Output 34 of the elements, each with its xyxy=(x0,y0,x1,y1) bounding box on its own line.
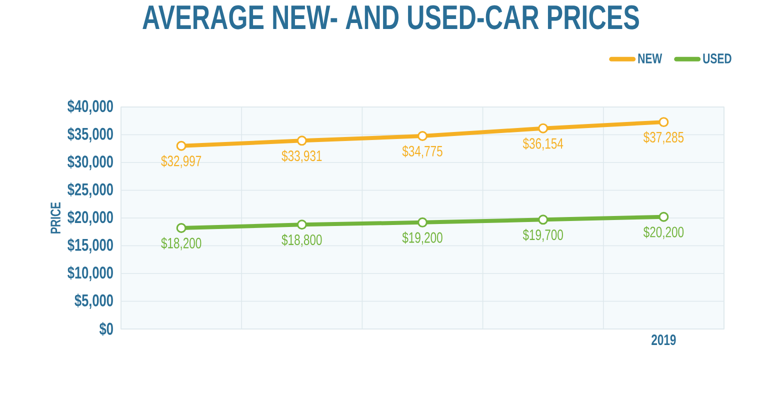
point xyxy=(176,140,186,151)
y-tick-label: $0 xyxy=(99,322,113,336)
point xyxy=(658,212,669,222)
point xyxy=(538,123,548,134)
chart-title: AVERAGE NEW- AND USED-CAR PRICES xyxy=(142,5,639,30)
data-label: $20,200 xyxy=(643,226,684,240)
data-label: $19,200 xyxy=(402,232,442,245)
y-tick-label: $15,000 xyxy=(68,238,113,254)
y-tick-label: $40,000 xyxy=(68,99,113,115)
legend-label: USED xyxy=(703,54,732,64)
point xyxy=(418,130,428,141)
y-axis-title: PRICE xyxy=(50,202,61,234)
y-tick-label: $5,000 xyxy=(74,294,113,309)
data-label: $18,800 xyxy=(282,234,322,247)
point xyxy=(176,222,186,233)
y-tick-label: $35,000 xyxy=(68,127,113,142)
y-tick-label: $25,000 xyxy=(68,182,113,198)
point xyxy=(296,220,307,230)
y-tick-label: $30,000 xyxy=(68,154,113,170)
data-label: $18,200 xyxy=(161,237,202,250)
data-label: $34,775 xyxy=(402,145,442,158)
data-label: $37,285 xyxy=(643,131,684,144)
point xyxy=(296,136,307,146)
point xyxy=(418,217,428,228)
x-tick-label: 2019 xyxy=(652,334,676,346)
data-label: $19,700 xyxy=(522,228,563,242)
point xyxy=(538,214,548,225)
y-tick-label: $20,000 xyxy=(68,210,113,226)
data-label: $32,997 xyxy=(161,155,202,168)
point xyxy=(658,117,669,128)
y-tick-label: $10,000 xyxy=(68,266,113,282)
data-label: $33,931 xyxy=(282,150,322,163)
data-label: $36,154 xyxy=(522,138,564,151)
legend-label: NEW xyxy=(638,54,662,64)
